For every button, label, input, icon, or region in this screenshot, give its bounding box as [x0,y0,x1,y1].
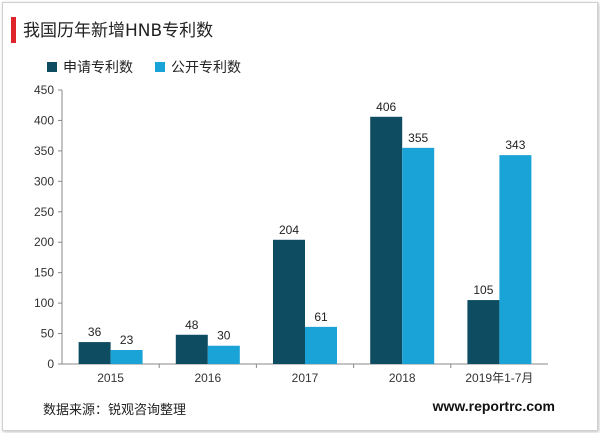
legend-label-series1: 申请专利数 [63,60,133,76]
legend-swatch-series1 [47,62,57,72]
bar-series2 [402,147,435,364]
bar-series2 [207,345,240,364]
chart-title: 我国历年新增HNB专利数 [23,21,214,41]
x-tick-label: 2017 [292,371,319,385]
bar-series1 [467,300,500,364]
x-tick-label: 2018 [389,371,416,385]
y-tick-label: 100 [34,296,54,310]
data-label: 30 [217,329,231,343]
legend-label-series2: 公开专利数 [171,60,241,76]
bar-series1 [78,342,111,364]
data-label: 406 [376,100,396,114]
y-tick-label: 350 [34,144,54,158]
y-tick-label: 450 [34,83,54,97]
site-url: www.reportrc.com [432,398,555,414]
data-label: 48 [185,318,199,332]
bar-series1 [273,239,305,364]
data-label: 36 [88,325,102,339]
x-tick-label: 2015 [97,371,124,385]
bar-series2 [305,326,337,364]
data-label: 61 [314,310,328,324]
y-tick-label: 0 [47,357,54,371]
data-label: 343 [505,138,525,152]
legend-swatch-series2 [155,62,165,72]
y-tick-label: 50 [41,327,55,341]
bar-series2 [499,155,532,364]
y-tick-label: 400 [34,113,54,127]
data-label: 204 [279,223,299,237]
y-tick-label: 250 [34,205,54,219]
data-label: 23 [120,333,134,347]
data-source: 数据来源：锐观咨询整理 [43,403,187,418]
y-tick-label: 300 [34,174,54,188]
legend-item-series1: 申请专利数 [47,57,133,77]
title-accent-bar [11,17,16,43]
x-tick-label: 2016 [194,371,221,385]
y-tick-label: 200 [34,235,54,249]
bar-series1 [175,334,208,364]
y-tick-label: 150 [34,266,54,280]
data-label: 105 [473,283,493,297]
data-label: 355 [408,131,428,145]
x-tick-label: 2019年1-7月 [465,371,533,385]
legend: 申请专利数 公开专利数 [47,57,241,77]
bar-series2 [110,349,143,364]
bar-series1 [370,116,403,365]
legend-item-series2: 公开专利数 [155,57,241,77]
